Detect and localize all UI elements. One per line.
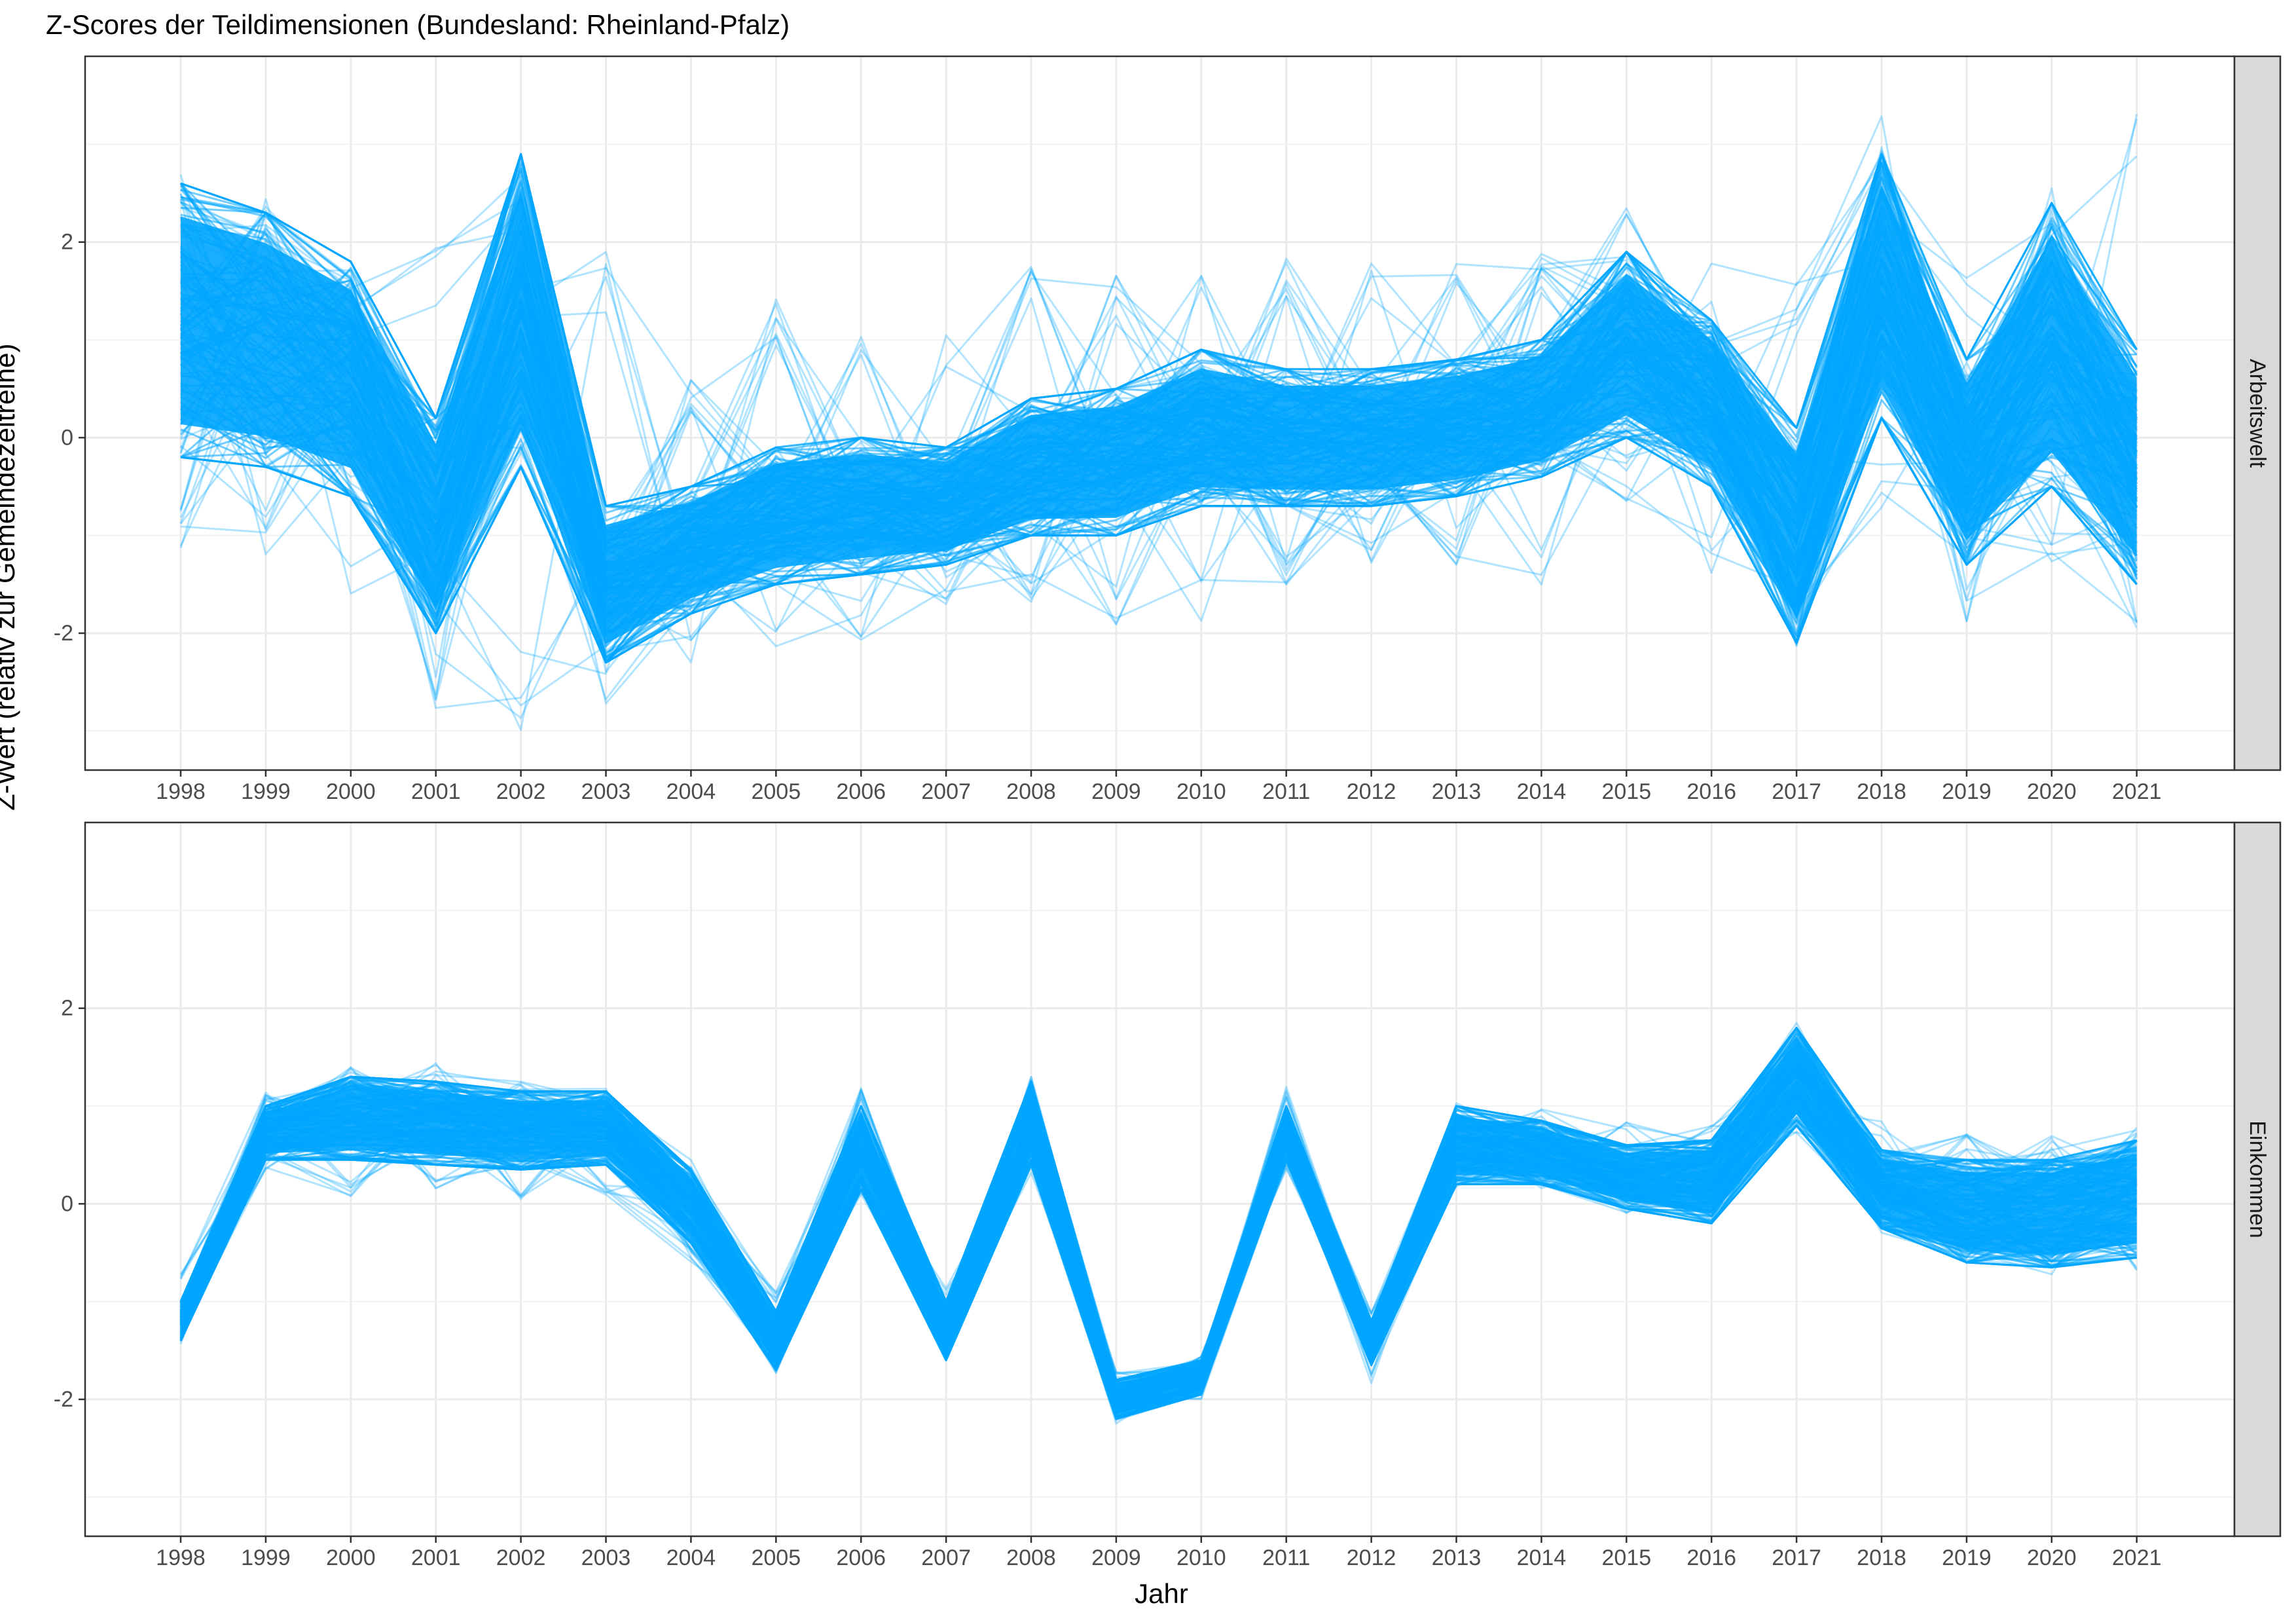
x-tick-label: 2020 [2027,1545,2077,1570]
facet-strip-label: Arbeitswelt [2245,359,2270,468]
x-tick-label: 2003 [581,1545,631,1570]
x-tick-label: 2015 [1601,779,1651,804]
x-tick-label: 2012 [1347,779,1396,804]
y-tick-label: 0 [61,425,73,450]
x-tick-label: 2007 [921,779,971,804]
x-tick-label: 2017 [1772,779,1821,804]
x-tick-label: 2016 [1686,1545,1736,1570]
y-tick-label: 2 [61,996,73,1021]
x-tick-label: 2018 [1857,1545,1906,1570]
x-tick-label: 2014 [1517,1545,1567,1570]
x-tick-label: 2008 [1006,779,1056,804]
x-tick-label: 2021 [2112,1545,2162,1570]
panel-einkommen: Einkommen -2 0 2 1998 1999 2000 2001 2002 2003 200… [54,821,2282,1570]
x-tick-label: 2004 [666,779,716,804]
x-tick-label: 2000 [326,779,376,804]
facet-strip-label: Einkommen [2245,1120,2270,1238]
x-tick-label: 2013 [1432,1545,1482,1570]
x-tick-label: 2006 [836,1545,886,1570]
x-tick-label: 2011 [1262,1545,1310,1570]
x-tick-label: 2009 [1091,779,1141,804]
x-tick-label: 2004 [666,1545,716,1570]
x-tick-label: 2014 [1517,779,1567,804]
x-tick-label: 1998 [156,779,206,804]
x-axis-label: Jahr [1135,1578,1188,1609]
x-tick-label: 2001 [411,1545,461,1570]
x-tick-label: 2002 [496,1545,546,1570]
x-tick-label: 2005 [751,779,801,804]
x-tick-label: 2010 [1176,779,1226,804]
x-tick-label: 2000 [326,1545,376,1570]
facet-strip [2233,821,2282,1538]
x-tick-label: 2011 [1262,779,1310,804]
y-tick-label: 0 [61,1191,73,1216]
x-tick-label: 2018 [1857,779,1906,804]
x-tick-label: 2001 [411,779,461,804]
chart-title: Z-Scores der Teildimensionen (Bundesland… [46,9,790,40]
x-tick-label: 1998 [156,1545,206,1570]
x-tick-label: 2015 [1601,1545,1651,1570]
facet-strip [2233,55,2282,771]
x-tick-label: 1999 [241,1545,291,1570]
dense-line-band [181,185,2137,644]
x-tick-label: 2013 [1432,779,1482,804]
series-lines [179,1022,2138,1425]
x-tick-label: 2003 [581,779,631,804]
y-tick-label: -2 [54,1387,73,1412]
series-lines [179,114,2138,731]
x-tick-label: 2019 [1942,779,1992,804]
x-tick-label: 1999 [241,779,291,804]
x-tick-label: 2019 [1942,1545,1992,1570]
x-tick-label: 2008 [1006,1545,1056,1570]
y-tick-label: 2 [61,230,73,255]
x-tick-label: 2002 [496,779,546,804]
panel-arbeitswelt: Arbeitswelt -2 0 2 1998 1999 2000 2001 2002 2003 2… [54,55,2282,804]
x-tick-label: 2012 [1347,1545,1396,1570]
x-tick-label: 2005 [751,1545,801,1570]
series-line [180,163,2138,507]
x-tick-label: 2007 [921,1545,971,1570]
x-tick-label: 2006 [836,779,886,804]
y-tick-label: -2 [54,621,73,646]
x-tick-label: 2021 [2112,779,2162,804]
x-tick-label: 2009 [1091,1545,1141,1570]
x-tick-label: 2020 [2027,779,2077,804]
x-tick-label: 2016 [1686,779,1736,804]
x-tick-label: 2010 [1176,1545,1226,1570]
series-line [180,401,2138,659]
x-tick-label: 2017 [1772,1545,1821,1570]
